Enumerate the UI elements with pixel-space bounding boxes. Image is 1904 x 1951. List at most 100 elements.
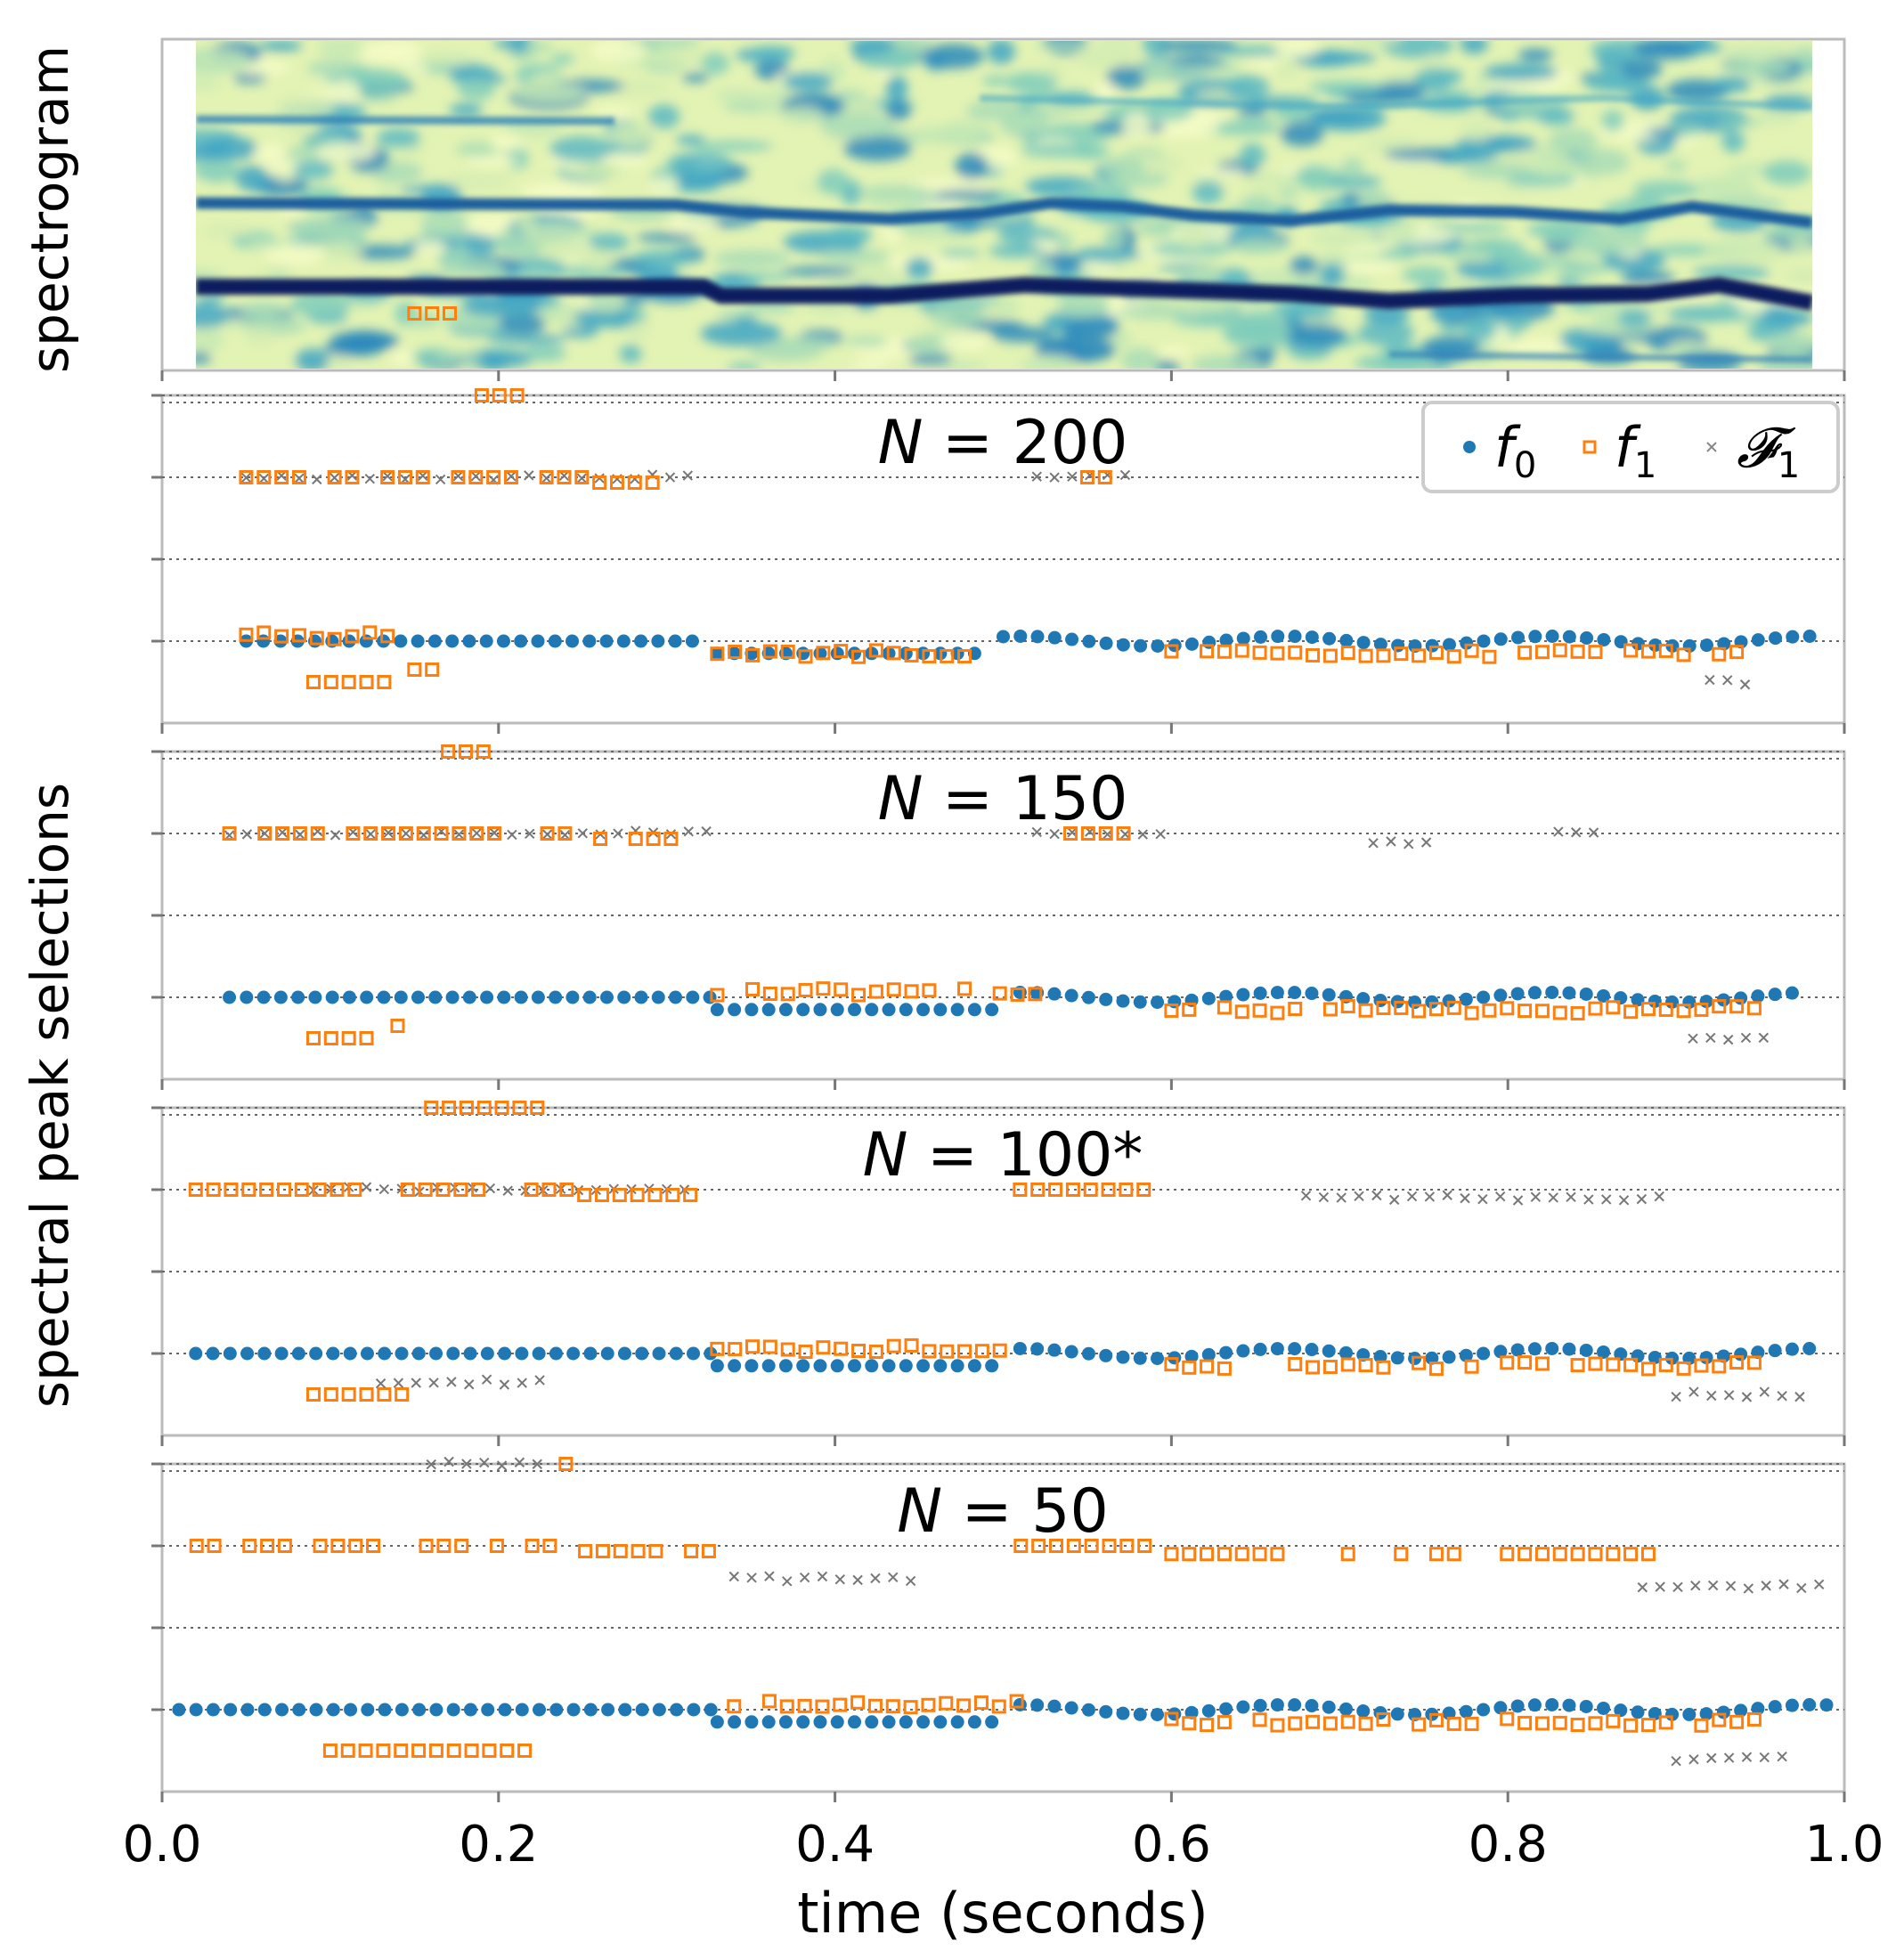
f0-point — [463, 1703, 477, 1717]
f0-point — [274, 1703, 289, 1717]
f1-point — [762, 1339, 777, 1354]
F1-mark — [1796, 1582, 1807, 1594]
f0-point — [1614, 1703, 1628, 1718]
F1-mark — [502, 1185, 513, 1196]
F1-mark — [1420, 837, 1432, 848]
F1-mark — [1706, 1390, 1717, 1402]
f0-point — [933, 1359, 948, 1373]
f1-point — [1394, 1000, 1409, 1015]
f0-point — [292, 1703, 306, 1717]
f1-point — [1446, 1716, 1461, 1731]
f0-point — [710, 1715, 724, 1729]
f1-point — [398, 826, 413, 841]
f1-point — [745, 1339, 761, 1354]
F1-mark — [1406, 1191, 1418, 1202]
F1-mark — [484, 1183, 496, 1194]
f1-point — [1252, 1003, 1267, 1018]
f0-point — [599, 634, 614, 648]
F1-mark — [383, 827, 394, 838]
f1-point — [1270, 646, 1285, 661]
F1-mark — [1530, 1191, 1542, 1202]
f0-point — [1219, 1702, 1233, 1716]
f1-point — [1729, 1355, 1745, 1370]
f1-point — [1270, 1005, 1285, 1020]
f1-point — [710, 646, 725, 662]
F1-mark — [411, 1378, 421, 1388]
F1-mark — [295, 829, 305, 840]
f0-point — [1442, 638, 1456, 652]
f1-point — [1412, 1355, 1427, 1370]
f1-point — [390, 1019, 405, 1033]
f0-point — [531, 634, 545, 648]
f1-point — [868, 643, 883, 658]
f1-point — [558, 1457, 574, 1471]
F1-mark — [1671, 1756, 1681, 1767]
f0-point — [1133, 1351, 1147, 1365]
f1-point — [425, 306, 440, 321]
f1-point — [939, 1695, 954, 1711]
f1-point — [628, 832, 643, 846]
f0-point — [566, 634, 580, 648]
f1-point — [377, 1387, 392, 1402]
f1-point — [1270, 1718, 1285, 1733]
f0-point — [1047, 1343, 1062, 1357]
f1-point — [525, 1539, 540, 1553]
f0-point — [533, 1703, 547, 1717]
f0-point — [360, 990, 374, 1004]
f0-point — [778, 1003, 793, 1017]
F1-mark — [1386, 836, 1396, 847]
f1-point — [366, 1539, 381, 1553]
f0-point — [1081, 990, 1095, 1004]
f0-point — [446, 1346, 460, 1361]
f0-point — [1716, 1705, 1730, 1719]
f0-point — [745, 1715, 759, 1729]
f1-point — [1534, 1356, 1550, 1371]
f1-point — [1252, 1712, 1267, 1727]
f0-point — [273, 990, 288, 1004]
F1-mark — [517, 1378, 527, 1388]
F1-mark — [1688, 1386, 1699, 1397]
f0-point — [428, 990, 443, 1004]
f1-point — [1446, 1000, 1461, 1015]
f0-point — [411, 990, 426, 1004]
f1-point — [313, 1539, 328, 1553]
f0-point — [1099, 1704, 1113, 1719]
f0-point — [1201, 1703, 1216, 1718]
f0-point — [1682, 1707, 1697, 1721]
f0-point — [360, 1346, 374, 1361]
f1-point — [347, 1183, 362, 1197]
F1-mark — [507, 829, 517, 841]
F1-mark — [577, 828, 588, 839]
f0-point — [1528, 630, 1542, 644]
f0-point — [882, 1359, 896, 1373]
f0-point — [583, 1703, 598, 1717]
f0-point — [687, 1703, 701, 1717]
f0-point — [1356, 992, 1371, 1006]
f1-point — [1182, 1547, 1197, 1562]
f1-point — [1729, 999, 1745, 1014]
f0-point — [1579, 987, 1593, 1001]
f0-point — [496, 634, 510, 648]
f0-point — [1768, 1344, 1782, 1358]
F1-mark — [241, 829, 253, 840]
f0-point — [343, 1346, 357, 1361]
F1-mark — [435, 474, 446, 485]
f0-point — [651, 634, 665, 648]
f0-point — [1219, 633, 1233, 647]
f0-point — [1373, 994, 1387, 1008]
f1-point — [377, 675, 392, 689]
f0-point — [616, 634, 631, 648]
f1-point — [815, 1699, 830, 1714]
x-axis-ticks: 0.0 0.2 0.4 0.6 0.8 1.0 — [122, 1816, 1884, 1874]
f0-point — [985, 1715, 999, 1729]
f0-point — [1562, 630, 1576, 644]
F1-mark — [1722, 1034, 1734, 1045]
f0-point — [1322, 1344, 1336, 1358]
f0-point — [274, 1346, 289, 1361]
f1-point — [1676, 647, 1691, 663]
f1-point — [1570, 1358, 1585, 1373]
f1-point — [1013, 1539, 1029, 1553]
f0-point — [256, 990, 271, 1004]
f1-point — [701, 1544, 716, 1558]
F1-mark — [1777, 1751, 1787, 1762]
